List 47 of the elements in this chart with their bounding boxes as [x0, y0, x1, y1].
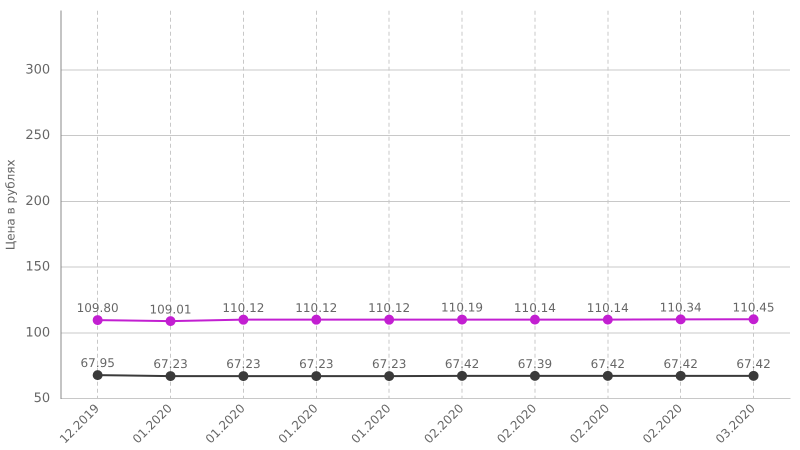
data-label: 67.95 [80, 356, 115, 370]
point [92, 315, 103, 326]
y-tick-label: 150 [25, 260, 50, 275]
point [676, 370, 686, 381]
data-label: 67.42 [444, 356, 480, 371]
y-axis-title: Цена в рублях [3, 159, 18, 250]
point [311, 314, 322, 325]
point [676, 314, 686, 324]
point [166, 316, 176, 326]
data-label: 67.42 [736, 356, 771, 371]
y-tick-label: 250 [25, 128, 50, 144]
data-label: 110.19 [441, 300, 484, 315]
data-label: 67.23 [299, 357, 334, 372]
y-tick-label: 50 [34, 391, 50, 406]
point [602, 370, 613, 381]
y-tick-label: 300 [25, 62, 50, 78]
data-label: 67.39 [518, 356, 552, 371]
point [530, 314, 540, 325]
point [166, 371, 176, 382]
point [311, 371, 322, 382]
point [457, 314, 468, 325]
data-label: 109.80 [76, 301, 119, 316]
data-label: 110.34 [660, 300, 702, 315]
data-label: 109.01 [150, 302, 192, 316]
point [457, 370, 468, 381]
point [748, 314, 759, 324]
data-label: 67.42 [590, 356, 625, 371]
data-label: 67.23 [226, 357, 261, 372]
point [384, 371, 394, 382]
point [238, 314, 248, 325]
y-tick-label: 200 [25, 194, 50, 209]
point [92, 370, 103, 380]
data-label: 110.12 [368, 300, 410, 315]
point [748, 370, 759, 381]
point [384, 314, 394, 325]
data-label: 110.14 [514, 300, 556, 315]
data-label: 110.12 [222, 300, 264, 315]
data-label: 110.45 [732, 300, 775, 314]
data-label: 67.23 [153, 357, 188, 372]
data-label: 67.23 [372, 357, 406, 372]
point [238, 371, 248, 382]
point [602, 314, 613, 325]
data-label: 67.42 [664, 356, 698, 371]
point [530, 370, 540, 381]
y-tick-label: 100 [25, 325, 50, 340]
data-label: 110.12 [295, 300, 338, 315]
data-label: 110.14 [586, 300, 629, 315]
